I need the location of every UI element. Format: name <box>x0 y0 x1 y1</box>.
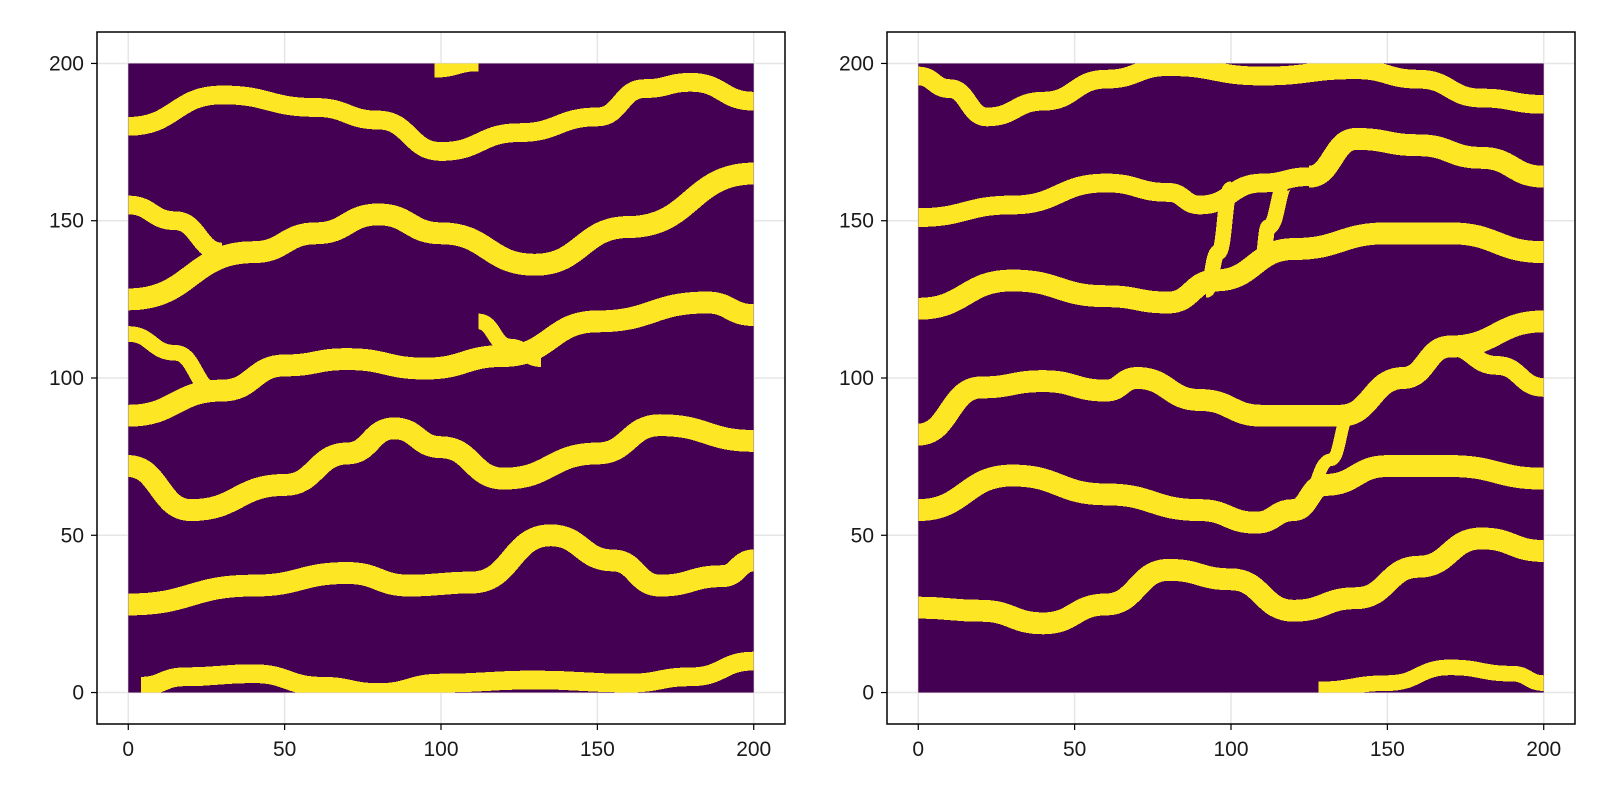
channel-3 <box>1307 127 1544 188</box>
y-tick-label: 100 <box>49 367 84 390</box>
channel-6 <box>476 313 542 367</box>
right-heatmap-panel: 0 50 100 150 200 0 50 100 150 200 <box>839 31 1576 761</box>
channel-1 <box>918 63 1544 127</box>
channel-10 <box>1297 409 1354 517</box>
channel-12 <box>1318 659 1544 693</box>
x-tick-label: 100 <box>423 738 458 761</box>
channel-7 <box>918 310 1544 446</box>
y-tick-label: 150 <box>49 210 84 233</box>
channel-3 <box>128 195 224 262</box>
x-tick-label: 0 <box>122 738 134 761</box>
y-tick-label: 150 <box>839 210 874 233</box>
channel-2 <box>918 167 1310 227</box>
heatmap-cells <box>918 63 1544 693</box>
channel-8 <box>1449 337 1544 397</box>
channel-5 <box>128 326 218 399</box>
channel-9 <box>140 651 754 693</box>
channel-9 <box>918 455 1544 534</box>
heatmap-cells <box>128 63 754 693</box>
x-tick-label: 0 <box>912 738 924 761</box>
channel-4 <box>128 291 754 427</box>
channel-2 <box>128 162 754 311</box>
y-tick-label: 0 <box>862 682 874 705</box>
x-tick-label: 150 <box>1370 738 1405 761</box>
channel-11 <box>918 527 1544 635</box>
x-tick-label: 50 <box>273 738 296 761</box>
channel-8 <box>128 524 754 616</box>
x-tick-label: 100 <box>1213 738 1248 761</box>
left-heatmap-panel: 0 50 100 150 200 0 50 100 150 200 <box>49 31 786 761</box>
channel-10 <box>434 63 479 78</box>
channel-5 <box>1198 181 1239 298</box>
x-tick-label: 200 <box>736 738 771 761</box>
y-tick-label: 0 <box>72 682 84 705</box>
x-tick-label: 200 <box>1526 738 1561 761</box>
y-tick-label: 50 <box>851 524 874 547</box>
y-tick-label: 100 <box>839 367 874 390</box>
channel-1 <box>128 72 754 161</box>
channel-7 <box>128 414 754 522</box>
channel-6 <box>1254 175 1292 267</box>
y-tick-label: 200 <box>839 52 874 75</box>
x-tick-label: 50 <box>1063 738 1086 761</box>
x-tick-label: 150 <box>580 738 615 761</box>
y-tick-label: 200 <box>49 52 84 75</box>
y-tick-label: 50 <box>61 524 84 547</box>
